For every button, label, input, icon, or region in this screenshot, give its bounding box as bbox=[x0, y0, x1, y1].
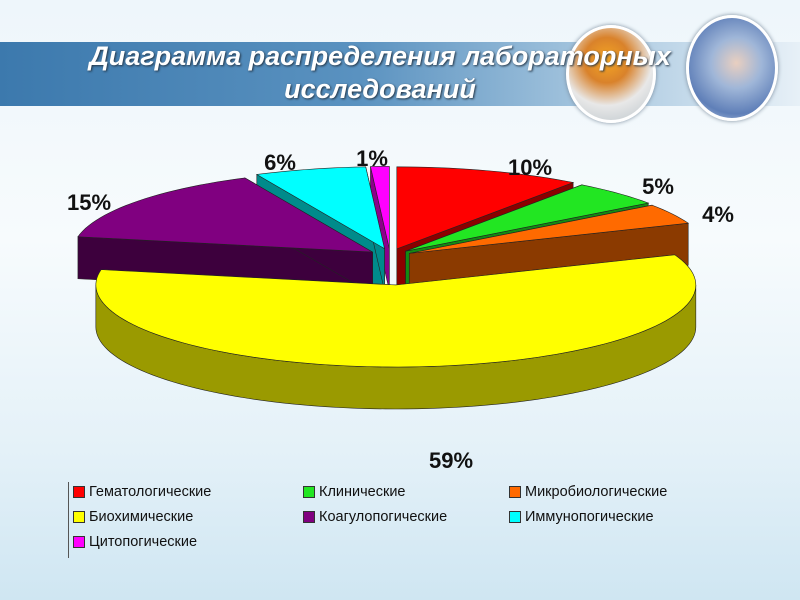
legend-swatch bbox=[73, 536, 85, 548]
legend-swatch bbox=[509, 511, 521, 523]
slice-Микробиологические bbox=[409, 204, 690, 254]
legend-swatch bbox=[509, 486, 521, 498]
title-band bbox=[0, 42, 800, 106]
slice-Цитопогические bbox=[370, 166, 390, 249]
page-title: Диаграмма распределения лабораторных исс… bbox=[89, 41, 671, 104]
legend-label: Гематологические bbox=[89, 484, 212, 500]
data-label: 15% bbox=[67, 190, 111, 215]
legend-item: Гематологические bbox=[73, 484, 211, 500]
legend-swatch bbox=[303, 486, 315, 498]
data-label: 4% bbox=[702, 202, 734, 227]
legend-swatch bbox=[73, 511, 85, 523]
slice-Биохимические bbox=[95, 254, 697, 368]
legend-item: Клинические bbox=[303, 484, 406, 500]
legend-item: Цитопогические bbox=[73, 534, 197, 550]
legend-item: Коагулопогические bbox=[303, 509, 447, 525]
data-label: 10% bbox=[508, 155, 552, 180]
legend: Гематологические Клинические Микробиологич… bbox=[68, 482, 753, 558]
legend-item: Биохимические bbox=[73, 509, 193, 525]
legend-label: Микробиологические bbox=[525, 484, 668, 500]
legend-label: Иммунопогические bbox=[525, 509, 654, 525]
data-label: 5% bbox=[642, 174, 674, 199]
legend-label: Цитопогические bbox=[89, 534, 198, 550]
legend-swatch bbox=[303, 511, 315, 523]
data-label: 6% bbox=[264, 150, 296, 175]
legend-label: Коагулопогические bbox=[319, 509, 448, 525]
data-label: 59% bbox=[429, 448, 473, 473]
lab-doctor-photo bbox=[686, 15, 778, 121]
legend-swatch bbox=[73, 486, 85, 498]
slice-Клинические bbox=[405, 184, 650, 252]
legend-label: Биохимические bbox=[89, 509, 194, 525]
data-label: 1% bbox=[356, 146, 388, 171]
slice-Коагулопогические bbox=[77, 177, 373, 253]
slice-Гематологические bbox=[396, 166, 575, 250]
pills-photo bbox=[566, 25, 656, 123]
slice-Иммунопогические bbox=[255, 166, 385, 250]
legend-item: Иммунопогические bbox=[509, 509, 654, 525]
legend-label: Клинические bbox=[319, 484, 406, 500]
legend-item: Микробиологические bbox=[509, 484, 667, 500]
